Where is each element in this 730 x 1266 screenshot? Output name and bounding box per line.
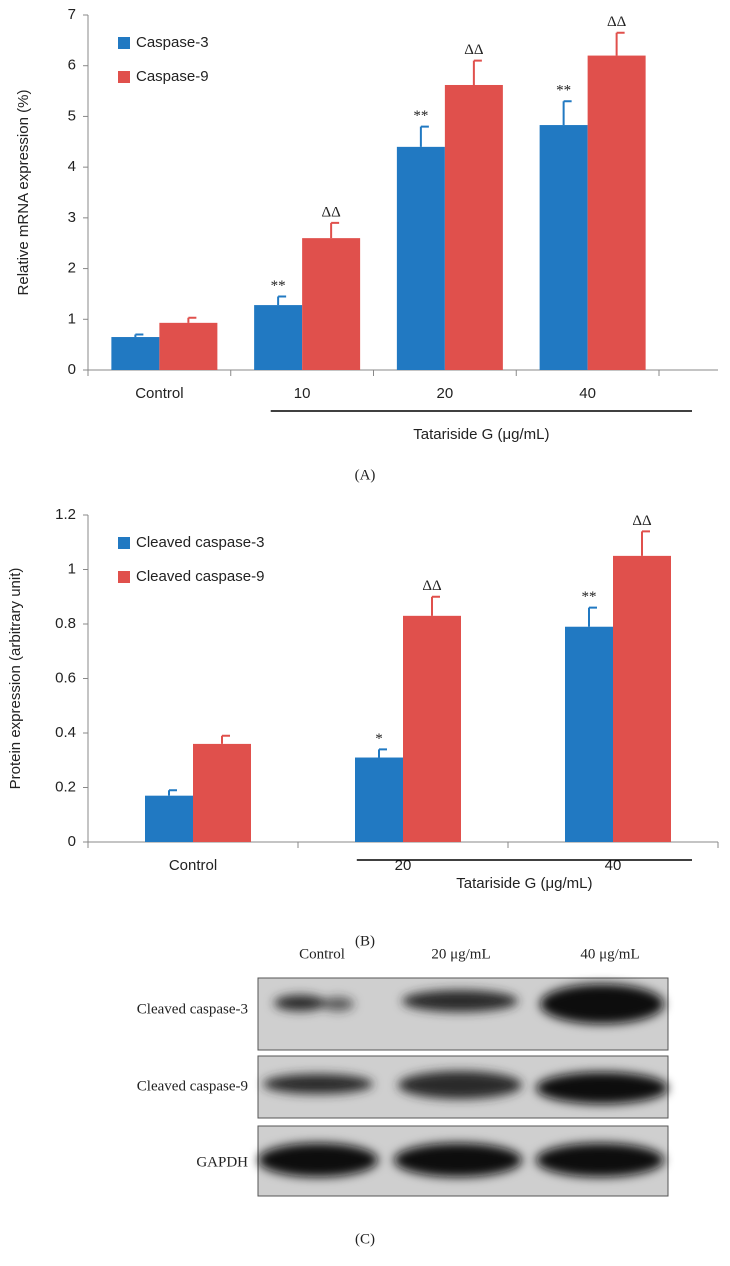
- panel-label: (A): [355, 467, 376, 483]
- y-tick-label: 3: [68, 209, 76, 226]
- y-axis-label: Relative mRNA expression (%): [15, 90, 32, 296]
- y-tick-label: 0: [68, 833, 76, 850]
- bar: [193, 743, 251, 842]
- error-bar: [641, 530, 650, 556]
- bar: [302, 238, 361, 370]
- x-tick-label: 40: [605, 857, 622, 874]
- y-tick-label: 0.8: [55, 615, 76, 632]
- panel-label: (C): [355, 1231, 375, 1247]
- legend-label: Cleaved caspase-9: [136, 568, 264, 585]
- x-tick-label: Control: [135, 385, 183, 402]
- x-tick-label: Control: [169, 857, 217, 874]
- error-bar: [419, 125, 429, 147]
- error-bar: [562, 100, 572, 126]
- blot-column-label: Control: [299, 946, 345, 962]
- bar: [613, 555, 671, 842]
- error-bar: [168, 789, 177, 796]
- blot-band: [536, 1072, 668, 1104]
- y-tick-label: 2: [68, 260, 76, 277]
- significance-label: ΔΔ: [607, 14, 627, 30]
- y-tick-label: 1: [68, 310, 76, 327]
- panel-label: (B): [355, 933, 375, 949]
- error-bar: [187, 316, 197, 323]
- error-bar: [277, 295, 287, 306]
- y-tick-label: 0.6: [55, 669, 76, 686]
- significance-label: **: [271, 278, 286, 294]
- blot-band: [540, 984, 664, 1024]
- significance-label: ΔΔ: [422, 578, 442, 594]
- x-tick-label: 20: [437, 385, 454, 402]
- blot-column-label: 20 μg/mL: [431, 946, 490, 962]
- bar: [355, 757, 403, 842]
- x-axis-label: Tatariside G (μg/mL): [413, 426, 549, 443]
- bar: [444, 84, 503, 370]
- significance-label: ΔΔ: [632, 513, 652, 529]
- x-axis-label: Tatariside G (μg/mL): [456, 875, 592, 892]
- bar: [539, 125, 588, 370]
- bar: [111, 337, 160, 370]
- blot-band: [398, 1071, 522, 1099]
- blot-band: [402, 990, 518, 1012]
- bar: [254, 305, 303, 370]
- y-tick-label: 6: [68, 57, 76, 74]
- y-tick-label: 4: [68, 158, 76, 175]
- blot-row-label: GAPDH: [196, 1154, 248, 1170]
- x-tick-label: 20: [395, 857, 412, 874]
- y-tick-label: 7: [68, 6, 76, 23]
- bar: [159, 322, 218, 370]
- blot-row-label: Cleaved caspase-9: [137, 1078, 248, 1094]
- legend-swatch: [118, 571, 130, 583]
- error-bar: [330, 221, 340, 239]
- error-bar: [378, 748, 387, 758]
- blot-band: [258, 1143, 378, 1177]
- x-tick-label: 10: [294, 385, 311, 402]
- legend-swatch: [118, 37, 130, 49]
- error-bar: [472, 59, 482, 85]
- significance-label: ΔΔ: [464, 42, 484, 58]
- significance-label: **: [413, 108, 428, 124]
- significance-label: **: [556, 83, 571, 99]
- legend-label: Caspase-3: [136, 34, 209, 51]
- bar: [145, 795, 193, 842]
- error-bar: [431, 595, 440, 616]
- western-blot: Control 20 μg/mL 40 μg/mL Cleaved caspas…: [137, 946, 669, 1247]
- y-tick-label: 0: [68, 361, 76, 378]
- legend-label: Caspase-9: [136, 68, 209, 85]
- significance-label: *: [375, 731, 383, 747]
- bar: [587, 55, 646, 370]
- blot-row-label: Cleaved caspase-3: [137, 1001, 248, 1017]
- bar: [565, 626, 613, 842]
- x-tick-label: 40: [579, 385, 596, 402]
- blot-band: [263, 1074, 373, 1094]
- significance-label: **: [582, 589, 597, 605]
- significance-label: ΔΔ: [321, 204, 341, 220]
- blot-band: [394, 1143, 522, 1177]
- y-tick-label: 1: [68, 560, 76, 577]
- y-tick-label: 5: [68, 107, 76, 124]
- y-axis-label: Protein expression (arbitrary unit): [7, 568, 24, 790]
- blot-band: [536, 1143, 664, 1177]
- error-bar: [615, 31, 625, 56]
- blot-band: [274, 995, 326, 1011]
- y-tick-label: 0.2: [55, 778, 76, 795]
- legend-swatch: [118, 537, 130, 549]
- error-bar: [221, 734, 230, 744]
- error-bar: [134, 333, 144, 338]
- error-bar: [588, 606, 597, 627]
- y-tick-label: 1.2: [55, 506, 76, 523]
- blot-column-label: 40 μg/mL: [580, 946, 639, 962]
- y-tick-label: 0.4: [55, 724, 76, 741]
- legend-swatch: [118, 71, 130, 83]
- blot-band: [322, 997, 354, 1011]
- legend-label: Cleaved caspase-3: [136, 534, 264, 551]
- bar: [396, 146, 445, 370]
- bar: [403, 615, 461, 842]
